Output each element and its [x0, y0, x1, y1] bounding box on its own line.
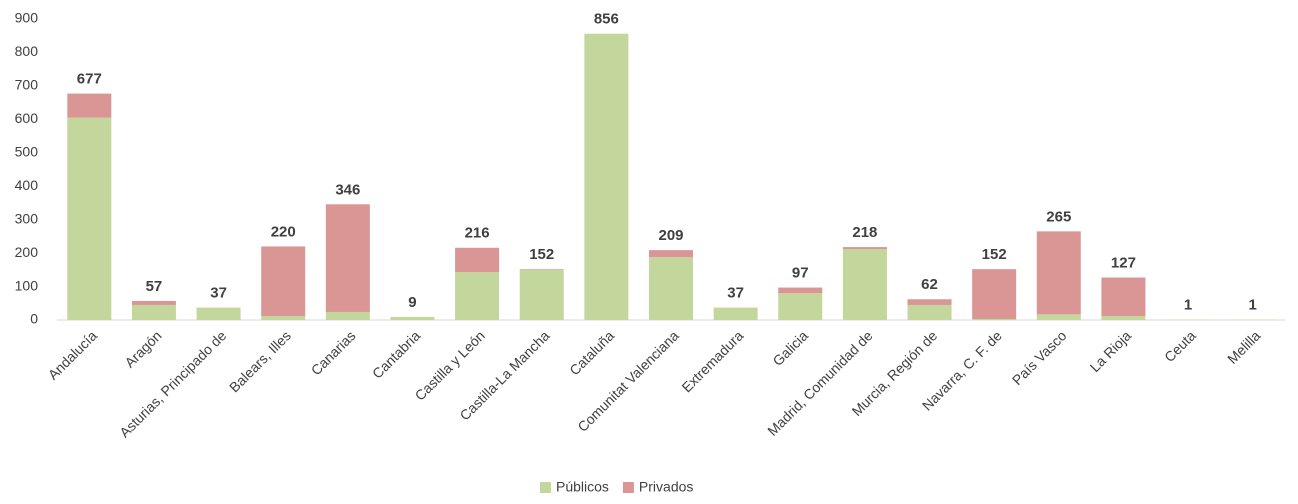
bar-segment	[520, 269, 564, 270]
bar-segment	[261, 246, 305, 316]
y-tick-label: 200	[15, 244, 39, 260]
bar-segment	[584, 34, 628, 320]
x-tick-label: Balears, Illes	[226, 327, 294, 395]
bar-segment	[843, 249, 887, 320]
bar-segment	[67, 94, 111, 118]
bar-segment	[908, 299, 952, 305]
total-label: 62	[921, 276, 938, 293]
total-label: 216	[465, 225, 490, 242]
bar-segment	[455, 248, 499, 272]
bar-segment	[132, 301, 176, 305]
total-label: 97	[792, 265, 809, 282]
bar-segment	[908, 305, 952, 320]
bar-segment	[1101, 278, 1145, 316]
x-tick-label: Asturias, Principado de	[116, 327, 229, 440]
y-tick-label: 400	[15, 177, 39, 193]
total-label: 265	[1046, 208, 1071, 225]
total-label: 152	[982, 246, 1007, 263]
x-tick-label: País Vasco	[1009, 327, 1070, 388]
bar-segment	[649, 250, 693, 257]
total-label: 127	[1111, 254, 1136, 271]
x-tick-label: Madrid, Comunidad de	[764, 327, 876, 439]
x-tick-label: Cataluña	[566, 327, 617, 378]
y-tick-label: 100	[15, 277, 39, 293]
bar-segment	[197, 308, 241, 320]
total-label: 1	[1184, 297, 1192, 314]
x-tick-label: Cantabria	[369, 327, 423, 381]
legend-swatch	[540, 482, 551, 493]
x-tick-label: La Rioja	[1087, 327, 1135, 375]
y-tick-label: 800	[15, 43, 39, 59]
total-label: 346	[335, 181, 360, 198]
bar-segment	[1037, 231, 1081, 314]
legend-label: Públicos	[556, 479, 609, 495]
total-label: 218	[852, 224, 877, 241]
bar-segment	[390, 317, 434, 320]
bar-segment	[778, 293, 822, 320]
bar-segment	[778, 288, 822, 294]
y-tick-label: 0	[30, 311, 38, 327]
y-tick-label: 300	[15, 210, 39, 226]
total-label: 152	[529, 246, 554, 263]
y-tick-label: 900	[15, 10, 39, 26]
bar-segment	[1101, 316, 1145, 320]
legend-swatch	[623, 482, 634, 493]
bar-segment	[326, 204, 370, 312]
y-tick-label: 700	[15, 77, 39, 93]
total-label: 9	[408, 294, 416, 311]
x-tick-label: Aragón	[121, 327, 164, 370]
bar-segment	[1037, 314, 1081, 320]
total-label: 1	[1249, 297, 1257, 314]
x-tick-label: Galicia	[769, 327, 811, 369]
total-label: 37	[210, 285, 227, 302]
bar-segment	[714, 308, 758, 320]
total-label: 677	[77, 71, 102, 88]
x-tick-label: Canarias	[308, 327, 359, 378]
x-tick-label: Extremadura	[678, 327, 746, 395]
total-label: 57	[146, 278, 163, 295]
x-tick-label: Melilla	[1224, 327, 1264, 367]
x-tick-label: Ceuta	[1161, 327, 1199, 365]
legend-label: Privados	[639, 479, 693, 495]
bar-segment	[67, 118, 111, 320]
bar-segment	[261, 316, 305, 320]
bar-segment	[843, 247, 887, 249]
total-label: 209	[658, 227, 683, 244]
bar-segment	[649, 257, 693, 320]
bar-segment	[132, 305, 176, 320]
x-tick-label: Andalucía	[45, 327, 100, 382]
total-label: 220	[271, 223, 296, 240]
bar-segment	[326, 312, 370, 320]
bar-segment	[520, 270, 564, 320]
bar-segment	[972, 319, 1016, 320]
bar-segment	[455, 272, 499, 320]
y-tick-label: 600	[15, 110, 39, 126]
total-label: 856	[594, 11, 619, 28]
bar-segment	[972, 269, 1016, 319]
y-tick-label: 500	[15, 143, 39, 159]
total-label: 37	[727, 285, 744, 302]
